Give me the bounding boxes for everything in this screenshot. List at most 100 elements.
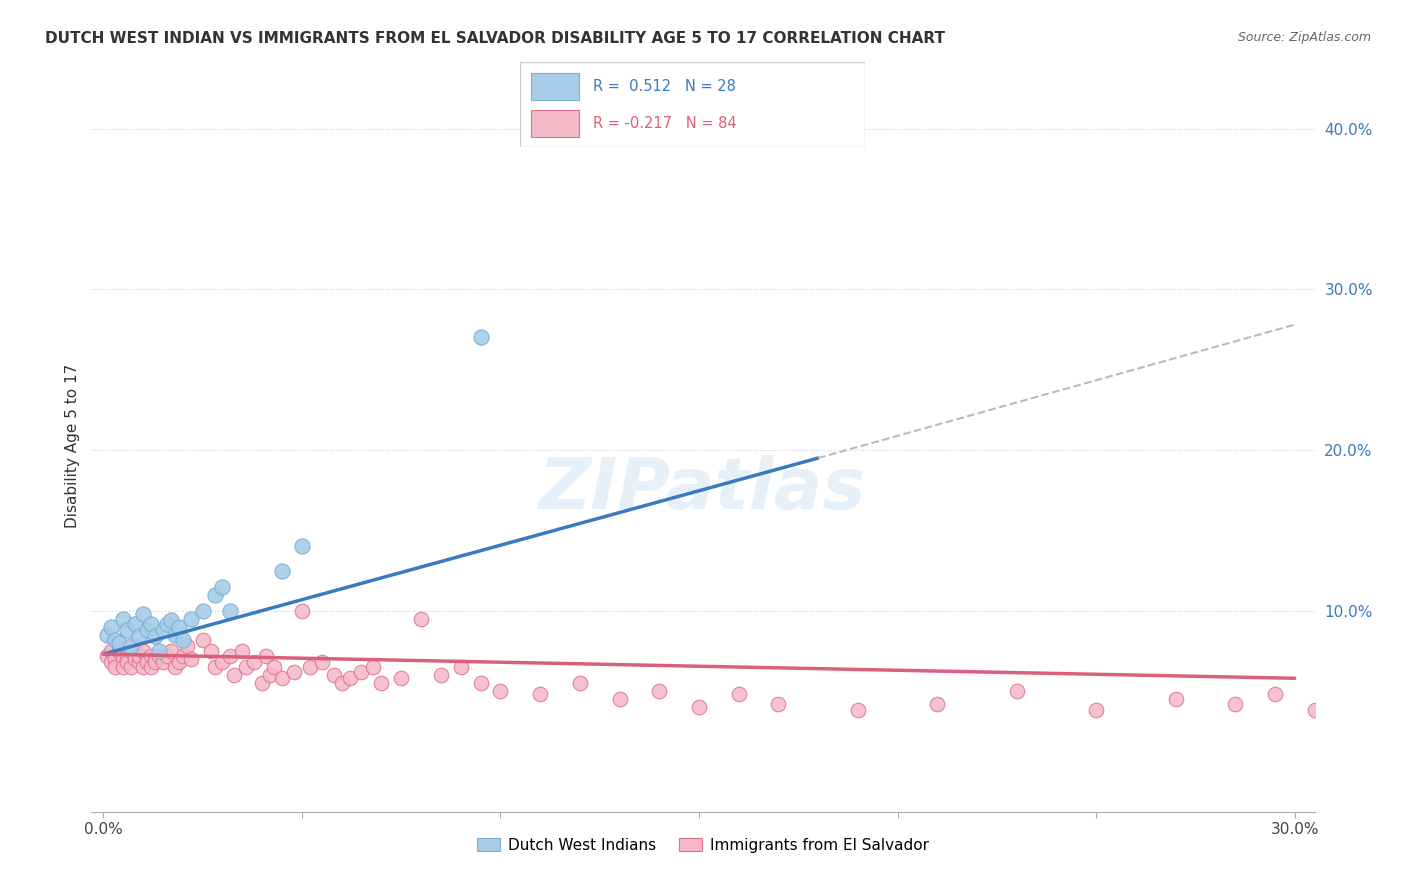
Point xyxy=(108,644,131,658)
Point xyxy=(450,660,472,674)
Point xyxy=(120,639,142,653)
Point xyxy=(167,655,190,669)
Point xyxy=(115,623,138,637)
Text: Source: ZipAtlas.com: Source: ZipAtlas.com xyxy=(1237,31,1371,45)
Point xyxy=(100,644,122,658)
Y-axis label: Disability Age 5 to 17: Disability Age 5 to 17 xyxy=(65,364,80,528)
Text: ZIPatlas: ZIPatlas xyxy=(540,456,866,524)
Point xyxy=(124,652,146,666)
Point xyxy=(259,668,281,682)
Point xyxy=(219,648,242,663)
Point xyxy=(283,665,305,679)
Point xyxy=(370,676,392,690)
Point xyxy=(211,655,233,669)
Point xyxy=(231,644,253,658)
FancyBboxPatch shape xyxy=(530,110,579,137)
Point xyxy=(128,655,150,669)
Point xyxy=(688,700,710,714)
Point xyxy=(1323,700,1346,714)
Point xyxy=(254,648,277,663)
Point xyxy=(120,644,142,658)
Point xyxy=(727,687,749,701)
Point xyxy=(176,639,198,653)
Point xyxy=(243,655,266,669)
Point xyxy=(152,623,174,637)
Point xyxy=(648,684,671,698)
Point xyxy=(163,660,186,674)
Text: DUTCH WEST INDIAN VS IMMIGRANTS FROM EL SALVADOR DISABILITY AGE 5 TO 17 CORRELAT: DUTCH WEST INDIAN VS IMMIGRANTS FROM EL … xyxy=(45,31,945,46)
Point xyxy=(1362,708,1385,723)
Point xyxy=(1005,684,1028,698)
Point xyxy=(219,604,242,618)
Point xyxy=(363,660,385,674)
Point xyxy=(132,660,155,674)
Point xyxy=(128,630,150,644)
Point xyxy=(200,644,222,658)
Point xyxy=(409,612,432,626)
Point xyxy=(609,692,631,706)
Point xyxy=(291,604,314,618)
Point xyxy=(1085,703,1108,717)
Point xyxy=(112,612,135,626)
Point xyxy=(128,648,150,663)
Point xyxy=(159,614,181,628)
Point xyxy=(271,564,294,578)
Point xyxy=(143,630,166,644)
Point xyxy=(136,655,159,669)
Point xyxy=(96,628,118,642)
Point xyxy=(104,660,127,674)
Point xyxy=(330,676,353,690)
Point xyxy=(108,636,131,650)
Point xyxy=(143,652,166,666)
Point xyxy=(167,620,190,634)
Point xyxy=(100,655,122,669)
Point xyxy=(132,607,155,621)
Point xyxy=(148,644,170,658)
Point xyxy=(159,644,181,658)
Point xyxy=(139,648,162,663)
Point xyxy=(846,703,869,717)
Text: R = -0.217   N = 84: R = -0.217 N = 84 xyxy=(592,116,737,131)
Point xyxy=(235,660,257,674)
Point xyxy=(124,639,146,653)
Point xyxy=(389,671,412,685)
Point xyxy=(350,665,373,679)
Point xyxy=(120,660,142,674)
Point xyxy=(172,632,194,647)
Point xyxy=(191,604,214,618)
Point xyxy=(224,668,246,682)
Point xyxy=(204,660,226,674)
Point xyxy=(112,652,135,666)
Point xyxy=(139,616,162,631)
Point xyxy=(96,648,118,663)
Point xyxy=(470,676,492,690)
Point xyxy=(148,648,170,663)
Point xyxy=(1303,703,1326,717)
Point xyxy=(1164,692,1187,706)
Point xyxy=(489,684,512,698)
Point xyxy=(156,648,179,663)
Point xyxy=(104,652,127,666)
Point xyxy=(927,697,949,711)
Point xyxy=(172,648,194,663)
Point xyxy=(470,330,492,344)
Point xyxy=(132,644,155,658)
Point xyxy=(180,652,202,666)
Point xyxy=(768,697,790,711)
Point xyxy=(339,671,361,685)
Point xyxy=(136,623,159,637)
Point xyxy=(263,660,285,674)
Point xyxy=(1403,697,1406,711)
Point xyxy=(104,632,127,647)
Point xyxy=(311,655,333,669)
Point xyxy=(115,655,138,669)
FancyBboxPatch shape xyxy=(520,62,865,147)
Point xyxy=(250,676,273,690)
Point xyxy=(152,655,174,669)
Point xyxy=(1225,697,1247,711)
Point xyxy=(322,668,344,682)
Point xyxy=(115,648,138,663)
Point xyxy=(204,588,226,602)
Point xyxy=(529,687,551,701)
FancyBboxPatch shape xyxy=(530,72,579,100)
